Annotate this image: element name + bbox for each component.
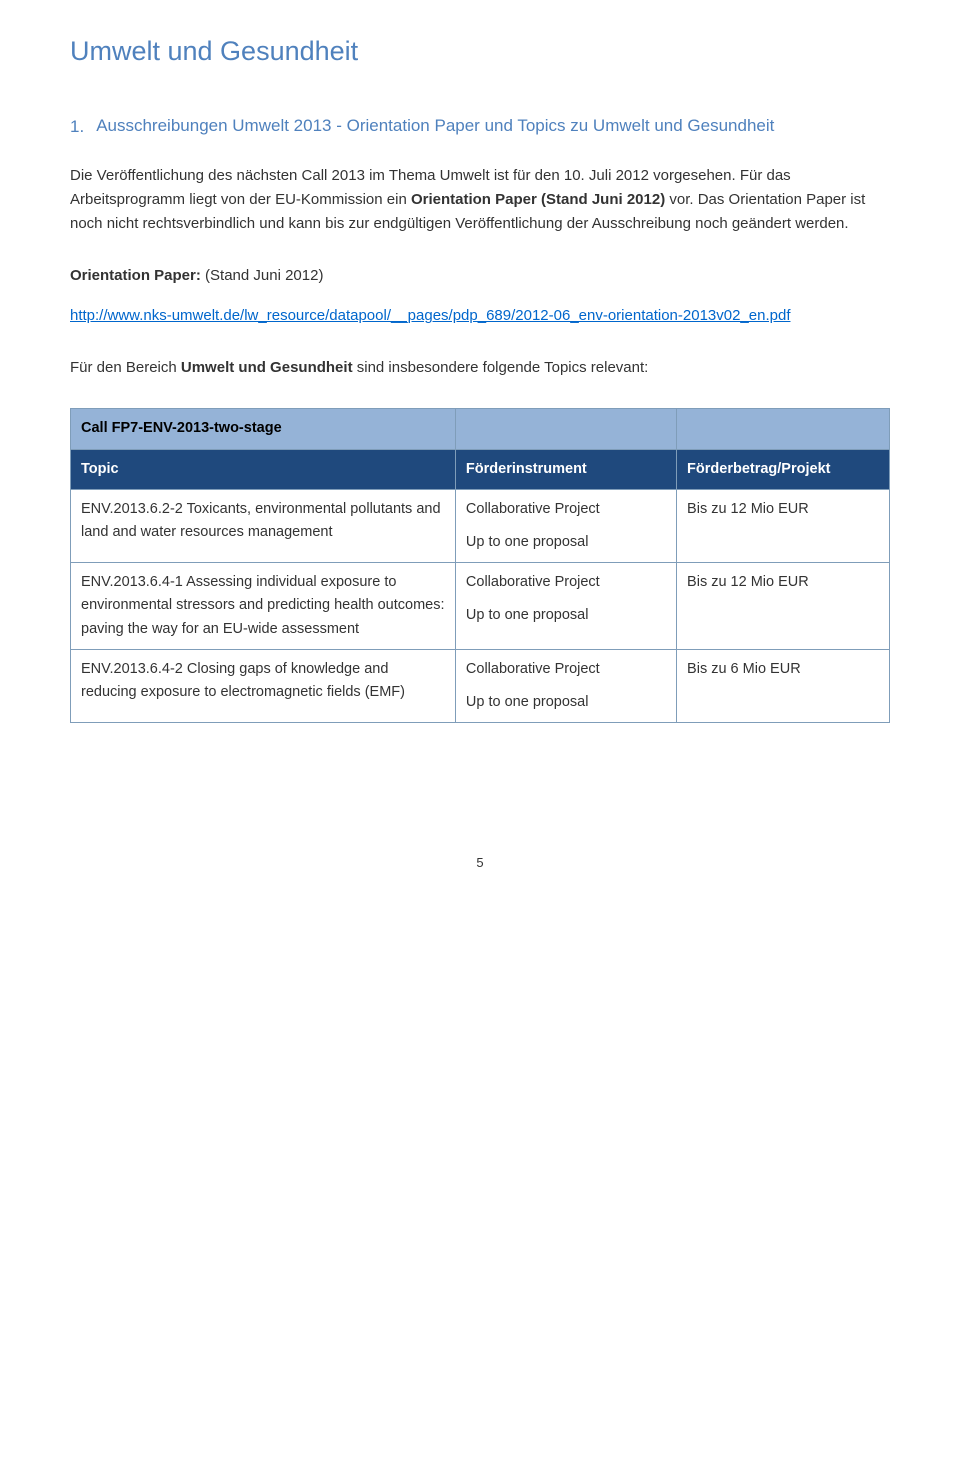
para2-suffix: (Stand Juni 2012) [201, 267, 324, 284]
cell-amount: Bis zu 12 Mio EUR [677, 563, 890, 650]
paragraph-3: Für den Bereich Umwelt und Gesundheit si… [70, 356, 890, 380]
cell-amount: Bis zu 12 Mio EUR [677, 489, 890, 562]
table-row: ENV.2013.6.4-2 Closing gaps of knowledge… [71, 649, 890, 722]
paragraph-1: Die Veröffentlichung des nächsten Call 2… [70, 164, 890, 236]
para3-bold: Umwelt und Gesundheit [181, 359, 353, 376]
section-number: 1. [70, 113, 84, 140]
cell-instrument: Collaborative Project Up to one proposal [455, 489, 676, 562]
cell-topic: ENV.2013.6.2-2 Toxicants, environmental … [71, 489, 456, 562]
paragraph-2: Orientation Paper: (Stand Juni 2012) htt… [70, 264, 890, 328]
col-instrument: Förderinstrument [455, 449, 676, 489]
instrument-text: Collaborative Project [466, 501, 600, 517]
cell-instrument: Collaborative Project Up to one proposal [455, 649, 676, 722]
cell-topic: ENV.2013.6.4-2 Closing gaps of knowledge… [71, 649, 456, 722]
call-header-empty1 [455, 409, 676, 449]
page-number: 5 [70, 853, 890, 874]
orientation-paper-link[interactable]: http://www.nks-umwelt.de/lw_resource/dat… [70, 307, 790, 324]
table-column-row: Topic Förderinstrument Förderbetrag/Proj… [71, 449, 890, 489]
table-row: ENV.2013.6.4-1 Assessing individual expo… [71, 563, 890, 650]
call-header-cell: Call FP7-ENV-2013-two-stage [71, 409, 456, 449]
para3-prefix: Für den Bereich [70, 359, 181, 376]
cell-instrument: Collaborative Project Up to one proposal [455, 563, 676, 650]
instrument-text: Collaborative Project [466, 661, 600, 677]
instrument-sub: Up to one proposal [466, 531, 666, 554]
instrument-sub: Up to one proposal [466, 604, 666, 627]
table-call-row: Call FP7-ENV-2013-two-stage [71, 409, 890, 449]
table-row: ENV.2013.6.2-2 Toxicants, environmental … [71, 489, 890, 562]
call-header-empty2 [677, 409, 890, 449]
cell-topic: ENV.2013.6.4-1 Assessing individual expo… [71, 563, 456, 650]
topics-table: Call FP7-ENV-2013-two-stage Topic Förder… [70, 408, 890, 723]
section-heading: 1. Ausschreibungen Umwelt 2013 - Orienta… [70, 113, 890, 140]
cell-amount: Bis zu 6 Mio EUR [677, 649, 890, 722]
para3-suffix: sind insbesondere folgende Topics releva… [353, 359, 649, 376]
page-title: Umwelt und Gesundheit [70, 30, 890, 73]
col-amount: Förderbetrag/Projekt [677, 449, 890, 489]
section-heading-text: Ausschreibungen Umwelt 2013 - Orientatio… [96, 113, 890, 139]
para2-bold: Orientation Paper: [70, 267, 201, 284]
instrument-text: Collaborative Project [466, 574, 600, 590]
col-topic: Topic [71, 449, 456, 489]
instrument-sub: Up to one proposal [466, 691, 666, 714]
para1-bold: Orientation Paper (Stand Juni 2012) [411, 191, 665, 208]
